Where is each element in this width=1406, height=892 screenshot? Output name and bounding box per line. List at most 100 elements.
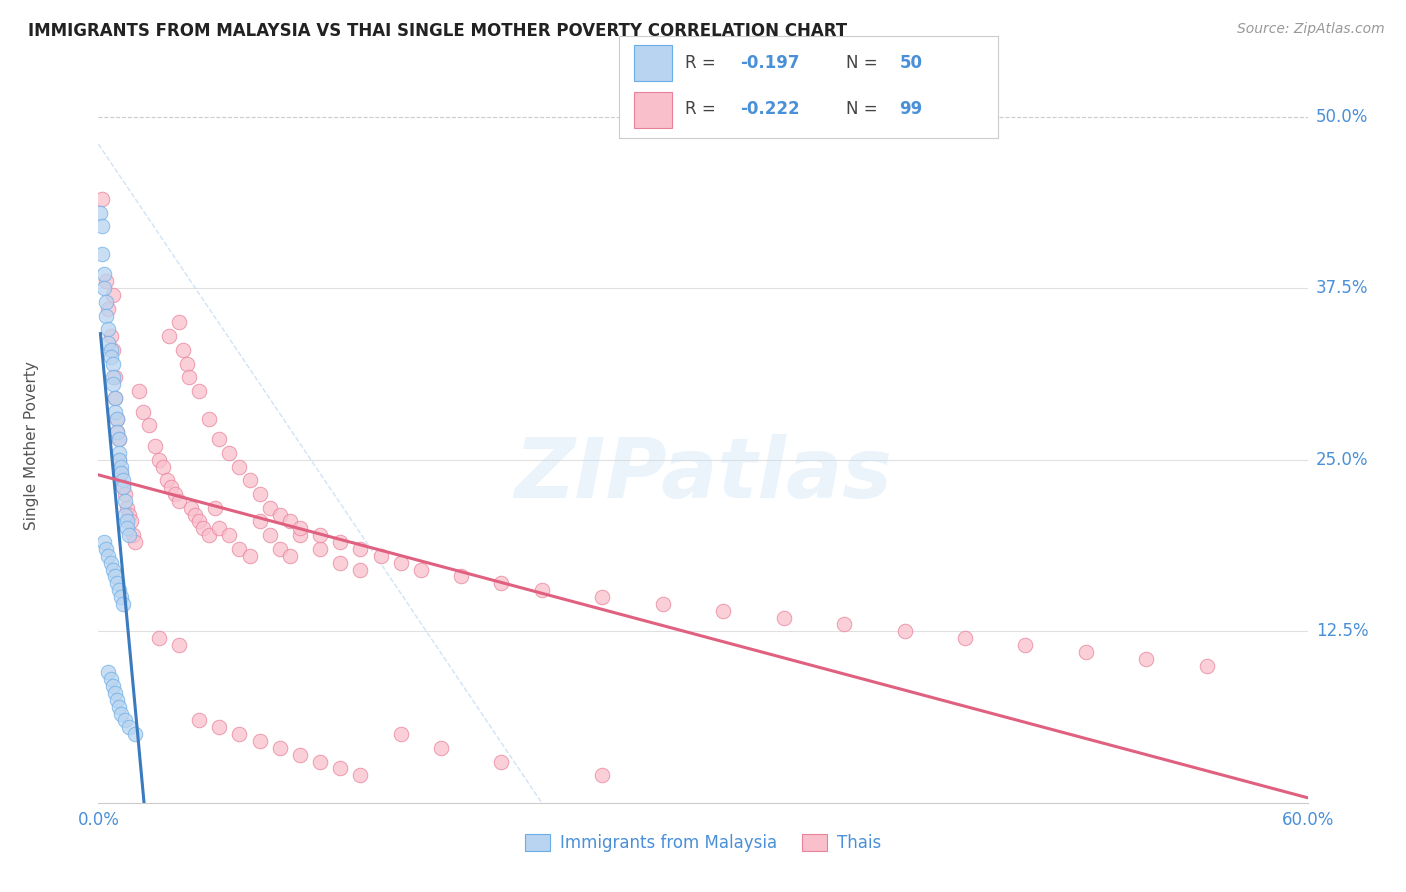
Point bbox=[89, 205, 111, 219]
Text: R =: R = bbox=[685, 100, 721, 118]
Point bbox=[101, 562, 124, 576]
Point bbox=[97, 336, 120, 351]
Point bbox=[107, 452, 129, 467]
Point bbox=[124, 535, 146, 549]
Point bbox=[96, 309, 118, 323]
Point bbox=[111, 480, 134, 494]
Text: N =: N = bbox=[846, 100, 883, 118]
Point bbox=[309, 541, 332, 556]
Point bbox=[103, 391, 125, 405]
Point bbox=[138, 418, 160, 433]
Point bbox=[124, 727, 146, 741]
Point bbox=[772, 610, 794, 624]
Point bbox=[115, 515, 138, 529]
Text: -0.222: -0.222 bbox=[740, 100, 800, 118]
Point bbox=[93, 268, 115, 282]
Point bbox=[1014, 638, 1036, 652]
Point bbox=[91, 192, 114, 206]
Point bbox=[100, 556, 122, 570]
Point bbox=[132, 405, 155, 419]
Point bbox=[349, 768, 371, 782]
Point bbox=[97, 301, 120, 316]
Point bbox=[349, 541, 371, 556]
Point bbox=[450, 569, 472, 583]
Text: ZIPatlas: ZIPatlas bbox=[515, 434, 891, 515]
Text: Source: ZipAtlas.com: Source: ZipAtlas.com bbox=[1237, 22, 1385, 37]
Point bbox=[143, 439, 166, 453]
Point bbox=[288, 528, 311, 542]
Point bbox=[167, 316, 190, 330]
Point bbox=[198, 411, 221, 425]
Point bbox=[329, 535, 352, 549]
Point bbox=[269, 541, 291, 556]
Point bbox=[118, 720, 141, 734]
Point bbox=[101, 679, 124, 693]
Point bbox=[118, 508, 141, 522]
Point bbox=[107, 432, 129, 446]
Point bbox=[228, 727, 250, 741]
Point bbox=[100, 329, 122, 343]
Point bbox=[208, 432, 231, 446]
Point bbox=[288, 747, 311, 762]
Point bbox=[97, 322, 120, 336]
Point bbox=[96, 541, 118, 556]
Point bbox=[91, 247, 114, 261]
Point bbox=[97, 665, 120, 680]
Text: 12.5%: 12.5% bbox=[1316, 623, 1368, 640]
Point bbox=[118, 528, 141, 542]
Point bbox=[184, 508, 207, 522]
Point bbox=[269, 508, 291, 522]
Point bbox=[269, 740, 291, 755]
Point bbox=[105, 425, 128, 440]
Point bbox=[160, 480, 183, 494]
Point bbox=[101, 288, 124, 302]
Point bbox=[111, 597, 134, 611]
Point bbox=[128, 384, 150, 398]
Text: 99: 99 bbox=[900, 100, 922, 118]
Point bbox=[278, 515, 301, 529]
Point bbox=[167, 494, 190, 508]
Point bbox=[103, 405, 125, 419]
Point bbox=[105, 425, 128, 440]
Point bbox=[329, 762, 352, 776]
Point bbox=[1195, 658, 1218, 673]
Point bbox=[278, 549, 301, 563]
Point bbox=[152, 459, 174, 474]
Point bbox=[148, 631, 170, 645]
Point bbox=[110, 467, 132, 481]
Text: Single Mother Poverty: Single Mother Poverty bbox=[24, 361, 39, 531]
Text: R =: R = bbox=[685, 54, 721, 72]
Point bbox=[157, 329, 180, 343]
Point bbox=[103, 686, 125, 700]
Point bbox=[100, 350, 122, 364]
Point bbox=[101, 343, 124, 357]
Point bbox=[105, 411, 128, 425]
Point bbox=[832, 617, 855, 632]
Point bbox=[953, 631, 976, 645]
Point bbox=[239, 549, 262, 563]
Point bbox=[114, 487, 136, 501]
Point bbox=[193, 521, 215, 535]
Point bbox=[121, 528, 143, 542]
Point bbox=[389, 556, 412, 570]
Point bbox=[110, 590, 132, 604]
FancyBboxPatch shape bbox=[634, 45, 672, 81]
Text: 37.5%: 37.5% bbox=[1316, 279, 1368, 297]
FancyBboxPatch shape bbox=[634, 92, 672, 128]
Point bbox=[100, 673, 122, 687]
Point bbox=[105, 576, 128, 591]
Point bbox=[491, 576, 513, 591]
Point bbox=[204, 500, 226, 515]
Point bbox=[309, 528, 332, 542]
Point bbox=[101, 377, 124, 392]
Point bbox=[101, 357, 124, 371]
Point bbox=[530, 583, 553, 598]
Point bbox=[100, 343, 122, 357]
Point bbox=[591, 768, 613, 782]
Point bbox=[389, 727, 412, 741]
Point bbox=[176, 357, 198, 371]
Point bbox=[349, 562, 371, 576]
Text: IMMIGRANTS FROM MALAYSIA VS THAI SINGLE MOTHER POVERTY CORRELATION CHART: IMMIGRANTS FROM MALAYSIA VS THAI SINGLE … bbox=[28, 22, 848, 40]
Text: -0.197: -0.197 bbox=[740, 54, 800, 72]
Point bbox=[114, 508, 136, 522]
